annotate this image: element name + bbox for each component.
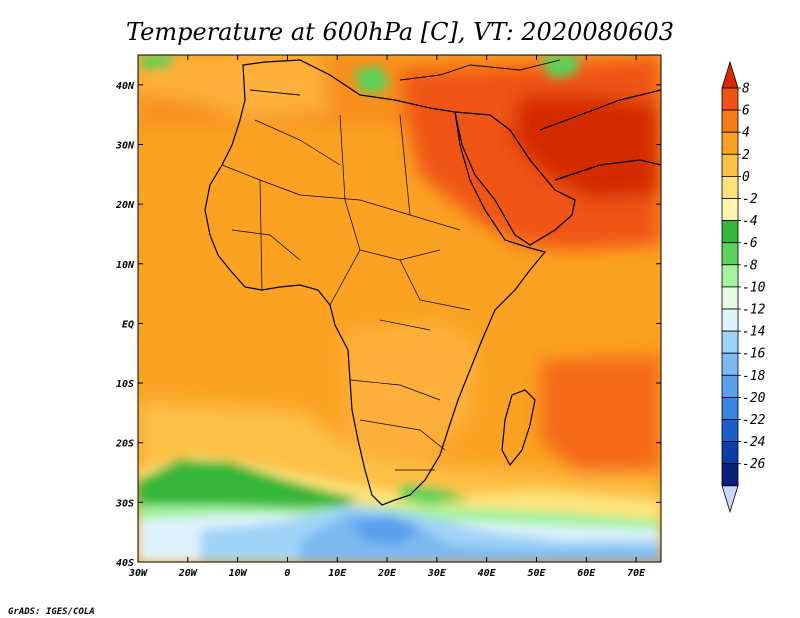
colorbar-label: 2 — [742, 148, 750, 163]
colorbar-box — [721, 286, 739, 310]
y-tick-label: 20N — [115, 200, 135, 211]
iran-coastline — [539, 89, 661, 181]
field-green-atlantic — [138, 55, 175, 70]
colorbar-box — [721, 109, 739, 133]
colorbar-label: -6 — [742, 236, 758, 251]
y-tick-label: 20S — [115, 439, 134, 450]
x-axis: 30W 20W 10W 0 10E 20E 30E 40E 50E 60E 70E — [128, 55, 646, 579]
colorbar-label: 4 — [742, 126, 750, 141]
colorbar-label: -16 — [742, 347, 766, 362]
africa-coastline — [204, 59, 547, 506]
colorbar-box — [721, 352, 739, 376]
colorbar-box — [721, 419, 739, 443]
field-cold-spot — [350, 515, 420, 545]
colorbar-box — [721, 175, 739, 199]
colorbar-box — [721, 308, 739, 332]
colorbar-label: -14 — [742, 325, 765, 340]
x-tick-label: 20E — [377, 568, 397, 579]
plot-frame — [137, 54, 662, 563]
map-title: Temperature at 600hPa [C], VT: 202008060… — [126, 18, 674, 46]
colorbar-box — [721, 441, 739, 465]
arabia-coastline — [454, 111, 576, 246]
colorbar-box — [721, 87, 739, 111]
coastlines — [204, 59, 661, 506]
colorbar-box — [721, 264, 739, 288]
colorbar-label: -22 — [742, 413, 766, 428]
y-tick-label: EQ — [122, 319, 134, 330]
field-warm-indian-ocean — [540, 355, 661, 475]
colorbar-box — [721, 330, 739, 354]
field-green-mediterranean — [355, 66, 390, 95]
colorbar-box — [721, 153, 739, 177]
x-tick-label: 10E — [328, 568, 347, 579]
y-tick-label: 40N — [116, 81, 135, 92]
colorbar-box — [721, 463, 739, 487]
x-tick-label: 30W — [128, 568, 148, 579]
colorbar-label: -2 — [742, 192, 758, 207]
colorbar: 8 6 4 2 0 -2 -4 -6 -8 -10 -12 -14 -16 -18 -20 -22 -24 -26 — [721, 60, 766, 514]
field-green-caspian — [540, 55, 580, 78]
y-tick-label: 10N — [116, 260, 135, 271]
country-boundaries — [221, 114, 471, 471]
madagascar-coastline — [501, 389, 536, 467]
colorbar-box — [721, 131, 739, 155]
colorbar-top-arrow — [721, 60, 739, 89]
field-green-cape — [400, 485, 470, 505]
temperature-field — [138, 55, 661, 562]
y-tick-label: 30S — [115, 498, 134, 509]
colorbar-box — [721, 374, 739, 398]
x-tick-label: 10W — [229, 568, 248, 579]
colorbar-label: 0 — [742, 170, 750, 185]
colorbar-label: -18 — [742, 369, 766, 384]
field-green-west — [138, 460, 360, 515]
colorbar-bottom-arrow — [721, 485, 739, 514]
colorbar-label: 8 — [742, 82, 750, 97]
x-tick-label: 50E — [527, 568, 546, 579]
x-tick-label: 30E — [427, 568, 447, 579]
colorbar-label: -24 — [742, 435, 765, 450]
colorbar-label: -10 — [742, 280, 766, 295]
field-africa-interior — [345, 320, 480, 470]
y-axis: 40N 30N 20N 10N EQ 10S 20S 30S 40S — [115, 81, 661, 569]
y-tick-label: 30N — [115, 140, 135, 151]
colorbar-box — [721, 242, 739, 266]
colorbar-label: -12 — [742, 303, 766, 318]
x-tick-label: 40E — [478, 568, 497, 579]
grads-credit: GrADS: IGES/COLA — [8, 607, 95, 617]
x-tick-label: 60E — [577, 568, 596, 579]
x-tick-label: 70E — [627, 568, 646, 579]
y-tick-label: 40S — [116, 558, 134, 569]
colorbar-box — [721, 198, 739, 222]
colorbar-label: -8 — [742, 258, 758, 273]
field-hot-core — [510, 95, 661, 200]
colorbar-box — [721, 396, 739, 420]
colorbar-label: -4 — [742, 214, 758, 229]
colorbar-label: -20 — [742, 391, 766, 406]
x-tick-label: 20W — [178, 568, 198, 579]
mediterranean-coastline — [249, 59, 561, 96]
colorbar-box — [721, 220, 739, 244]
y-tick-label: 10S — [116, 379, 134, 390]
colorbar-label: -26 — [742, 457, 766, 472]
colorbar-label: 6 — [742, 104, 750, 119]
field-northwest — [138, 55, 330, 120]
x-tick-label: 0 — [284, 568, 290, 579]
